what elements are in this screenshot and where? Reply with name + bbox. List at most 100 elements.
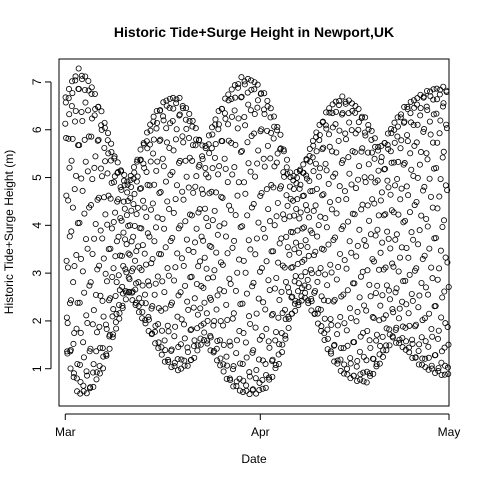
data-point bbox=[204, 340, 211, 347]
data-point bbox=[406, 209, 413, 216]
data-point bbox=[383, 325, 390, 332]
data-point bbox=[353, 253, 360, 260]
data-point bbox=[361, 302, 368, 309]
data-point bbox=[274, 124, 281, 131]
data-point bbox=[435, 368, 442, 375]
data-point bbox=[298, 293, 305, 300]
data-point bbox=[200, 284, 207, 291]
data-point bbox=[291, 300, 298, 307]
data-point bbox=[130, 201, 137, 208]
data-point bbox=[198, 186, 205, 193]
data-point bbox=[333, 108, 340, 115]
data-point bbox=[295, 302, 302, 309]
data-point bbox=[176, 94, 183, 101]
data-point bbox=[162, 244, 169, 251]
data-point bbox=[390, 159, 397, 166]
data-point bbox=[112, 253, 119, 260]
data-point bbox=[230, 363, 237, 370]
data-point bbox=[109, 334, 116, 341]
data-point bbox=[439, 103, 446, 110]
data-point bbox=[115, 233, 122, 240]
data-point bbox=[358, 113, 365, 120]
data-point bbox=[99, 297, 106, 304]
data-point bbox=[144, 129, 151, 136]
data-point bbox=[406, 322, 413, 329]
data-point bbox=[210, 322, 217, 329]
data-point bbox=[348, 249, 355, 256]
data-point bbox=[373, 361, 380, 368]
data-point bbox=[427, 131, 434, 138]
data-point bbox=[141, 291, 148, 298]
data-point bbox=[335, 137, 342, 144]
data-point bbox=[182, 218, 189, 225]
data-point bbox=[371, 200, 378, 207]
data-point bbox=[251, 86, 258, 93]
data-point bbox=[116, 310, 123, 317]
data-point bbox=[87, 202, 94, 209]
data-point bbox=[374, 282, 381, 289]
data-point bbox=[186, 118, 193, 125]
data-point bbox=[174, 356, 181, 363]
data-point bbox=[301, 224, 308, 231]
data-point bbox=[367, 293, 374, 300]
data-point bbox=[206, 150, 213, 157]
data-point bbox=[260, 299, 267, 306]
data-point bbox=[178, 365, 185, 372]
data-point bbox=[119, 283, 126, 290]
data-point bbox=[264, 142, 271, 149]
data-point bbox=[83, 368, 90, 375]
data-point bbox=[71, 118, 78, 125]
data-point bbox=[373, 331, 380, 338]
x-tick-label: May bbox=[438, 425, 461, 439]
data-point bbox=[223, 353, 230, 360]
data-point bbox=[217, 355, 224, 362]
data-point bbox=[230, 366, 237, 373]
data-point bbox=[444, 259, 451, 266]
data-point bbox=[90, 369, 97, 376]
data-point bbox=[378, 158, 385, 165]
data-point bbox=[193, 136, 200, 143]
data-point bbox=[308, 307, 315, 314]
data-point bbox=[110, 219, 117, 226]
data-point bbox=[334, 331, 341, 338]
data-point bbox=[219, 138, 226, 145]
data-point bbox=[222, 95, 229, 102]
data-point bbox=[261, 163, 268, 170]
data-point bbox=[312, 202, 319, 209]
data-point bbox=[258, 126, 265, 133]
data-point bbox=[295, 299, 302, 306]
data-point bbox=[392, 289, 399, 296]
data-point bbox=[200, 237, 207, 244]
data-point bbox=[323, 224, 330, 231]
data-point bbox=[403, 301, 410, 308]
data-point bbox=[118, 186, 125, 193]
data-point bbox=[415, 347, 422, 354]
data-point bbox=[215, 171, 222, 178]
data-point bbox=[212, 189, 219, 196]
data-point bbox=[102, 321, 109, 328]
data-point bbox=[231, 107, 238, 114]
data-point bbox=[303, 172, 310, 179]
data-points bbox=[62, 65, 452, 398]
data-point bbox=[337, 314, 344, 321]
data-point bbox=[444, 364, 451, 371]
data-point bbox=[260, 106, 267, 113]
data-point bbox=[67, 346, 74, 353]
data-point bbox=[255, 295, 262, 302]
data-point bbox=[438, 314, 445, 321]
data-point bbox=[363, 379, 370, 386]
data-point bbox=[282, 335, 289, 342]
data-point bbox=[394, 133, 401, 140]
data-point bbox=[201, 254, 208, 261]
data-point bbox=[233, 337, 240, 344]
data-point bbox=[242, 269, 249, 276]
data-point bbox=[160, 117, 167, 124]
data-point bbox=[394, 176, 401, 183]
data-point bbox=[219, 194, 226, 201]
data-point bbox=[162, 178, 169, 185]
data-point bbox=[295, 288, 302, 295]
data-point bbox=[211, 267, 218, 274]
data-point bbox=[92, 291, 99, 298]
data-point bbox=[426, 118, 433, 125]
data-point bbox=[111, 153, 118, 160]
